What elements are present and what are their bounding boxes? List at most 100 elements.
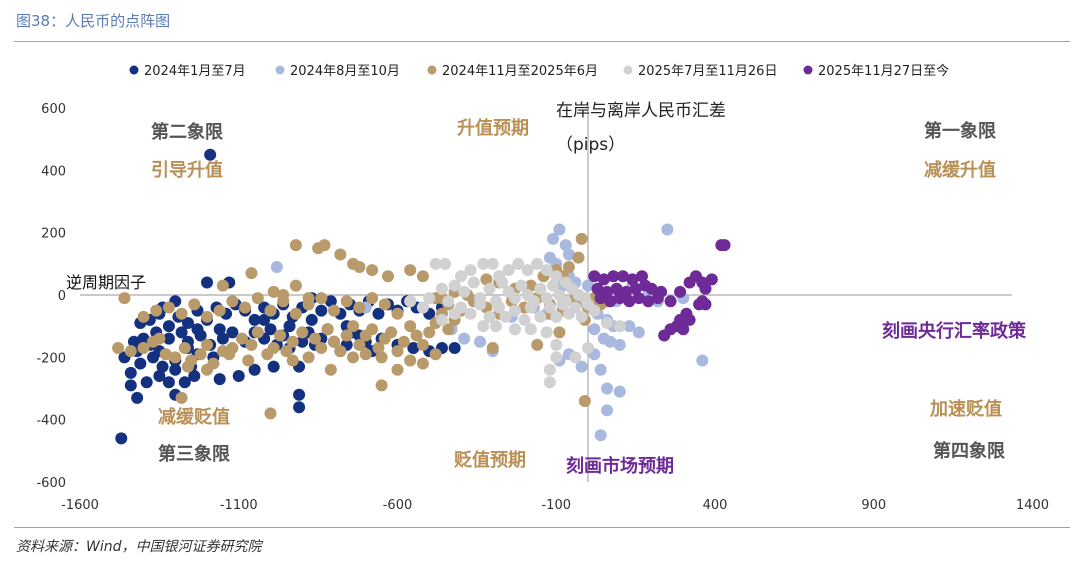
data-point xyxy=(296,326,309,339)
data-point xyxy=(429,348,442,361)
data-point xyxy=(216,279,229,292)
data-point xyxy=(696,354,709,367)
data-point xyxy=(455,270,467,283)
legend-marker-4 xyxy=(623,65,633,75)
data-point xyxy=(235,332,248,345)
data-point xyxy=(201,276,213,289)
data-point xyxy=(604,295,617,308)
data-point xyxy=(591,282,604,295)
data-point xyxy=(226,326,239,339)
data-point xyxy=(201,338,213,351)
data-point xyxy=(175,391,188,404)
data-point xyxy=(559,239,572,252)
data-point xyxy=(353,338,366,351)
data-point xyxy=(550,338,563,351)
data-point xyxy=(391,345,404,358)
data-point xyxy=(547,232,560,245)
data-point xyxy=(159,348,172,361)
quadrant-3-label: 第三象限 xyxy=(158,443,231,465)
data-point xyxy=(610,282,623,295)
data-point xyxy=(442,323,455,336)
data-point xyxy=(188,298,201,311)
data-point xyxy=(416,338,429,351)
data-point xyxy=(286,335,299,348)
data-point xyxy=(524,323,537,336)
data-point xyxy=(661,223,674,236)
data-point xyxy=(404,264,417,277)
x-tick-label: -1600 xyxy=(61,498,99,513)
data-point xyxy=(153,332,166,345)
data-point xyxy=(286,354,299,367)
data-point xyxy=(588,270,601,283)
data-point xyxy=(515,279,528,292)
data-point xyxy=(540,264,553,277)
data-point xyxy=(597,273,610,286)
data-point xyxy=(642,295,655,308)
data-point xyxy=(569,351,582,364)
data-point xyxy=(315,341,328,354)
data-point xyxy=(124,379,137,392)
legend-marker-5 xyxy=(803,65,813,75)
data-point xyxy=(242,354,255,367)
data-point xyxy=(467,276,480,289)
data-point xyxy=(267,285,280,298)
data-point xyxy=(175,326,188,339)
data-point xyxy=(645,282,658,295)
data-point xyxy=(340,329,353,342)
data-point xyxy=(359,348,372,361)
data-point xyxy=(223,348,236,361)
data-point xyxy=(353,260,366,273)
data-point xyxy=(696,295,709,308)
legend-label-2: 2024年8月至10月 xyxy=(290,64,400,79)
data-point xyxy=(134,357,147,370)
data-point xyxy=(531,338,544,351)
data-point xyxy=(613,385,626,398)
data-point xyxy=(575,310,588,323)
data-point xyxy=(474,335,487,348)
data-point xyxy=(248,313,261,326)
data-point xyxy=(213,323,226,336)
data-point xyxy=(127,335,140,348)
data-point xyxy=(169,363,182,376)
annotations: 第二象限 引导升值 升值预期 在岸与离岸人民币汇差 （pips） 第一象限 减缓… xyxy=(66,101,1027,477)
data-point xyxy=(131,391,144,404)
data-point xyxy=(486,257,499,270)
data-point xyxy=(448,279,461,292)
header-rule xyxy=(14,41,1070,42)
data-point xyxy=(181,317,194,330)
legend-label-4: 2025年7月至11月26日 xyxy=(638,64,777,79)
data-points xyxy=(112,148,731,445)
data-point xyxy=(274,329,287,342)
data-point xyxy=(664,295,677,308)
data-point xyxy=(439,257,452,270)
quadrant-2-label: 第二象限 xyxy=(151,121,224,143)
data-point xyxy=(302,351,315,364)
data-point xyxy=(378,298,391,311)
data-point xyxy=(251,292,264,305)
data-point xyxy=(366,264,379,277)
data-point xyxy=(448,341,461,354)
data-point xyxy=(531,257,544,270)
data-point xyxy=(308,332,321,345)
data-point xyxy=(213,304,226,317)
data-point xyxy=(502,264,515,277)
data-point xyxy=(575,360,588,373)
data-point xyxy=(347,351,360,364)
data-point xyxy=(632,292,645,305)
data-point xyxy=(277,289,290,301)
market-expectation-label: 刻画市场预期 xyxy=(566,455,674,477)
data-point xyxy=(178,341,191,354)
data-point xyxy=(188,370,201,383)
data-point xyxy=(213,373,226,386)
data-point xyxy=(124,366,137,379)
data-point xyxy=(315,304,328,317)
data-point xyxy=(578,394,591,407)
quadrant-1-label: 第一象限 xyxy=(924,120,997,142)
y-tick-label: 600 xyxy=(41,102,66,117)
data-point xyxy=(391,307,404,320)
data-point xyxy=(321,323,334,336)
data-point xyxy=(553,223,566,236)
data-point xyxy=(493,301,506,314)
data-point xyxy=(150,304,163,317)
data-point xyxy=(550,351,563,364)
